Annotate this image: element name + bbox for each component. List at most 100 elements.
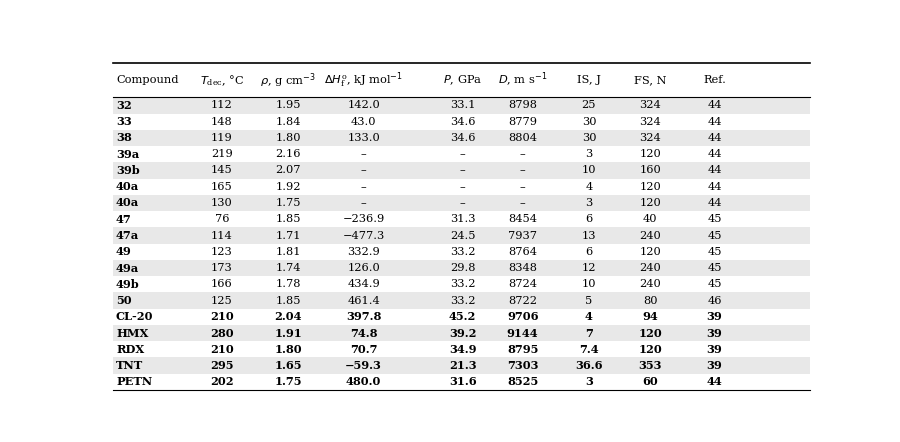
Text: –: – <box>361 149 366 159</box>
Text: 8722: 8722 <box>508 296 537 305</box>
Text: 45: 45 <box>707 279 722 289</box>
Text: 461.4: 461.4 <box>347 296 380 305</box>
Bar <box>112 325 810 341</box>
Text: 173: 173 <box>212 263 233 273</box>
Text: 12: 12 <box>581 263 596 273</box>
Text: 44: 44 <box>707 133 722 143</box>
Text: 1.95: 1.95 <box>275 100 301 110</box>
Text: 10: 10 <box>581 165 596 175</box>
Text: $D$, m s$^{-1}$: $D$, m s$^{-1}$ <box>498 71 547 89</box>
Text: 1.84: 1.84 <box>275 117 301 127</box>
Text: –: – <box>520 182 526 192</box>
Text: 3: 3 <box>585 198 592 208</box>
Text: 7.4: 7.4 <box>579 344 599 355</box>
Bar <box>112 358 810 374</box>
Text: 70.7: 70.7 <box>350 344 377 355</box>
Text: –: – <box>361 182 366 192</box>
Text: 32: 32 <box>116 100 131 111</box>
Text: 49a: 49a <box>116 263 140 274</box>
Text: 3: 3 <box>585 376 593 387</box>
Text: 9144: 9144 <box>507 328 538 339</box>
Text: 8348: 8348 <box>508 263 537 273</box>
Text: 126.0: 126.0 <box>347 263 380 273</box>
Text: $T_{\mathregular{dec}}$, °C: $T_{\mathregular{dec}}$, °C <box>200 73 244 88</box>
Text: 166: 166 <box>212 279 233 289</box>
Text: TNT: TNT <box>116 360 143 371</box>
Text: 148: 148 <box>212 117 233 127</box>
Text: 39: 39 <box>706 344 723 355</box>
Text: 24.5: 24.5 <box>450 230 475 240</box>
Text: 49b: 49b <box>116 279 140 290</box>
Text: 94: 94 <box>643 311 658 322</box>
Text: 114: 114 <box>212 230 233 240</box>
Text: 76: 76 <box>215 214 230 224</box>
Text: 44: 44 <box>707 100 722 110</box>
Text: 46: 46 <box>707 296 722 305</box>
Text: IS, J: IS, J <box>577 75 601 85</box>
Text: 47: 47 <box>116 214 131 225</box>
Text: 38: 38 <box>116 133 131 144</box>
Text: 7: 7 <box>585 328 593 339</box>
Text: 119: 119 <box>212 133 233 143</box>
Text: 434.9: 434.9 <box>347 279 380 289</box>
Text: PETN: PETN <box>116 376 152 387</box>
Text: 480.0: 480.0 <box>346 376 382 387</box>
Text: 123: 123 <box>212 247 233 257</box>
Text: 50: 50 <box>116 295 131 306</box>
Text: 7303: 7303 <box>507 360 538 371</box>
Text: 39: 39 <box>706 311 723 322</box>
Text: 39b: 39b <box>116 165 140 176</box>
Text: 34.9: 34.9 <box>449 344 476 355</box>
Text: –: – <box>520 149 526 159</box>
Text: 324: 324 <box>639 117 662 127</box>
Text: 324: 324 <box>639 100 662 110</box>
Text: 202: 202 <box>211 376 234 387</box>
Text: –: – <box>460 165 465 175</box>
Text: 1.85: 1.85 <box>275 296 301 305</box>
Text: 120: 120 <box>639 198 662 208</box>
Text: 9706: 9706 <box>507 311 538 322</box>
Text: 44: 44 <box>707 117 722 127</box>
Text: –: – <box>520 198 526 208</box>
Text: $\Delta H^{\mathregular{o}}_{\mathregular{f}}$, kJ mol$^{-1}$: $\Delta H^{\mathregular{o}}_{\mathregula… <box>324 70 403 90</box>
Text: −236.9: −236.9 <box>343 214 384 224</box>
Text: 133.0: 133.0 <box>347 133 380 143</box>
Text: 45.2: 45.2 <box>449 311 476 322</box>
Text: 353: 353 <box>638 360 662 371</box>
Text: 210: 210 <box>210 344 234 355</box>
Text: 1.71: 1.71 <box>275 230 301 240</box>
Text: 33.1: 33.1 <box>450 100 475 110</box>
Text: Ref.: Ref. <box>703 75 726 85</box>
Text: 4: 4 <box>585 311 593 322</box>
Text: 145: 145 <box>212 165 233 175</box>
Text: 44: 44 <box>707 149 722 159</box>
Text: FS, N: FS, N <box>634 75 667 85</box>
Text: 142.0: 142.0 <box>347 100 380 110</box>
Text: CL-20: CL-20 <box>116 311 154 322</box>
Text: 295: 295 <box>211 360 234 371</box>
Text: –: – <box>460 182 465 192</box>
Text: 30: 30 <box>581 133 596 143</box>
Text: 39: 39 <box>706 328 723 339</box>
Text: 8764: 8764 <box>508 247 537 257</box>
Text: $\rho$, g cm$^{-3}$: $\rho$, g cm$^{-3}$ <box>260 71 316 90</box>
Text: 120: 120 <box>639 247 662 257</box>
Text: 33.2: 33.2 <box>450 279 475 289</box>
Text: 8795: 8795 <box>507 344 538 355</box>
Bar <box>112 162 810 179</box>
Text: 25: 25 <box>581 100 596 110</box>
Bar <box>112 195 810 211</box>
Text: 43.0: 43.0 <box>351 117 376 127</box>
Text: 6: 6 <box>585 247 592 257</box>
Text: 10: 10 <box>581 279 596 289</box>
Text: 1.81: 1.81 <box>275 247 301 257</box>
Text: 165: 165 <box>212 182 233 192</box>
Text: 332.9: 332.9 <box>347 247 380 257</box>
Text: 36.6: 36.6 <box>575 360 603 371</box>
Text: 210: 210 <box>210 311 234 322</box>
Text: HMX: HMX <box>116 328 148 339</box>
Text: 120: 120 <box>639 149 662 159</box>
Text: –: – <box>361 165 366 175</box>
Text: 30: 30 <box>581 117 596 127</box>
Text: 125: 125 <box>212 296 233 305</box>
